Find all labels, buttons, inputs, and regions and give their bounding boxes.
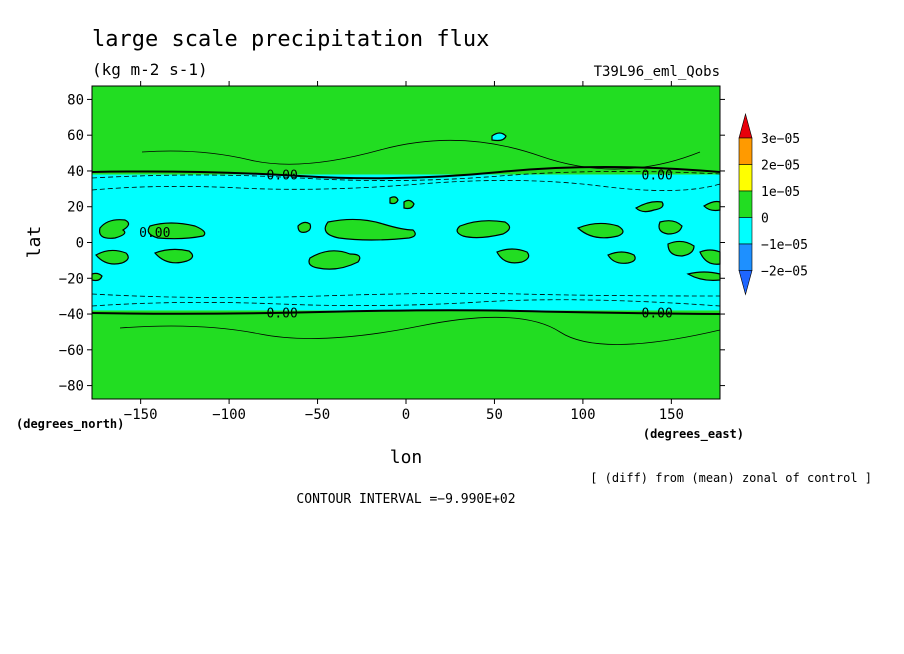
- y-axis-title: lat: [24, 226, 45, 259]
- colorbar-cell: [738, 190, 753, 218]
- patch-positive: [667, 240, 695, 257]
- y-unit-label: (degrees_north): [16, 417, 124, 432]
- contour-zero: [91, 166, 721, 180]
- y-tick-label: −20: [59, 271, 84, 287]
- x-tick-label: 100: [570, 407, 595, 423]
- field-bands: [92, 86, 720, 399]
- field-band-2: [92, 310, 720, 399]
- colorbar: 3e−05 2e−05 1e−05 0 −1e−05 −2e−05: [738, 112, 808, 296]
- patch-positive: [297, 221, 312, 233]
- y-tick-label: −40: [59, 307, 84, 323]
- colorbar-cell: [738, 137, 753, 165]
- patch-positive: [308, 250, 361, 270]
- contour-positive: [141, 139, 701, 170]
- patch-positive: [403, 199, 415, 210]
- contour-interval: CONTOUR INTERVAL =−9.990E+02: [296, 492, 515, 507]
- colorbar-label: 0: [761, 212, 769, 227]
- patch-negative: [491, 132, 507, 142]
- colorbar-label: 3e−05: [761, 132, 800, 147]
- colorbar-label: 2e−05: [761, 159, 800, 174]
- patch-positive: [576, 222, 624, 239]
- colorbar-label: −2e−05: [761, 265, 808, 280]
- colorbar-label: −1e−05: [761, 238, 808, 253]
- x-tick-label: −100: [212, 407, 246, 423]
- field-band-1: [92, 174, 720, 311]
- y-tick-label: 20: [67, 200, 84, 216]
- patch-positive: [496, 248, 530, 264]
- y-tick-label: −60: [59, 343, 84, 359]
- diff-note: [ (diff) from (mean) zonal of control ]: [590, 471, 872, 485]
- chart-title: large scale precipitation flux: [92, 27, 489, 52]
- anomaly-patches: [91, 132, 721, 345]
- patch-positive: [389, 196, 399, 205]
- y-tick-label: 40: [67, 164, 84, 180]
- colorbar-cell: [738, 217, 753, 245]
- run-label: T39L96_eml_Qobs: [594, 64, 720, 80]
- contour-dashed: [91, 299, 721, 307]
- x-tick-label: 0: [402, 407, 410, 423]
- patch-positive: [607, 251, 636, 264]
- patch-positive: [658, 220, 683, 235]
- x-tick-label: 150: [659, 407, 684, 423]
- contour-positive: [119, 316, 721, 345]
- contour-dashed: [91, 180, 721, 191]
- patch-positive: [91, 272, 103, 282]
- patch-positive: [456, 220, 511, 239]
- x-unit-label: (degrees_east): [643, 427, 744, 442]
- x-tick-label: −150: [124, 407, 158, 423]
- colorbar-arrow-top: [738, 112, 753, 139]
- y-tick-label: 0: [76, 236, 84, 252]
- contour-label: 0.00: [267, 306, 298, 321]
- contour-label: 0.00: [642, 169, 673, 184]
- x-axis-ticks: −150 −100 −50 0 50 100 150: [124, 81, 684, 423]
- x-axis-title: lon: [390, 447, 423, 468]
- patch-positive: [324, 218, 416, 241]
- colorbar-label: 1e−05: [761, 185, 800, 200]
- field-band-0: [92, 86, 720, 175]
- y-tick-label: −80: [59, 379, 84, 395]
- contour-label: 0.00: [139, 226, 170, 241]
- contour-dashed: [91, 171, 721, 181]
- patch-positive: [635, 201, 664, 213]
- plot-area: 0.00 0.00 0.00 0.00 0.00 −150 −100 −50 0 50 100 15…: [59, 81, 725, 423]
- y-tick-label: 60: [67, 128, 84, 144]
- x-tick-label: 50: [486, 407, 503, 423]
- chart-units: (kg m-2 s-1): [92, 60, 208, 79]
- patch-positive: [147, 222, 206, 240]
- colorbar-cell: [738, 243, 753, 271]
- x-tick-label: −50: [305, 407, 330, 423]
- patch-positive: [98, 219, 130, 239]
- contour-labels: 0.00 0.00 0.00 0.00 0.00: [139, 169, 673, 322]
- patch-positive: [153, 248, 194, 264]
- contour-zero: [91, 309, 721, 315]
- y-tick-label: 80: [67, 92, 84, 108]
- y-axis-ticks: −80 −60 −40 −20 0 20 40 60 80: [59, 92, 725, 395]
- colorbar-cell: [738, 164, 753, 192]
- contour-label: 0.00: [267, 169, 298, 184]
- colorbar-arrow-bottom: [738, 270, 753, 296]
- contour-label: 0.00: [642, 306, 673, 321]
- contour-dashed: [91, 292, 721, 298]
- patch-positive: [95, 249, 129, 265]
